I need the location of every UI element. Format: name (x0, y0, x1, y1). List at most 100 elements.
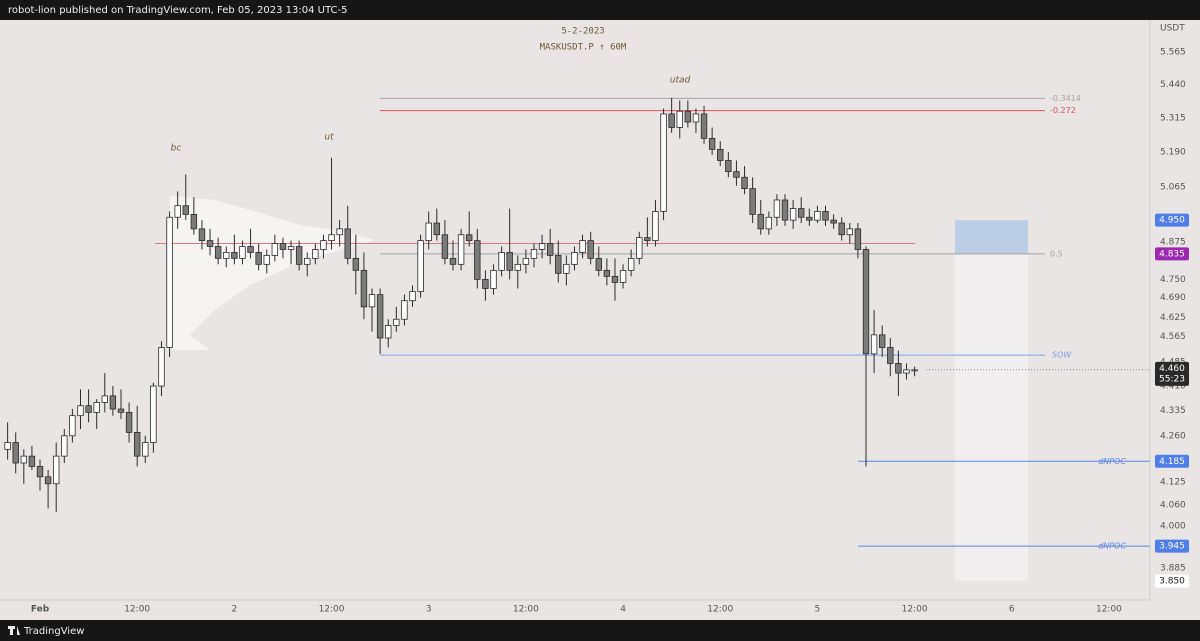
candle-body (320, 240, 327, 250)
level-label: -0.3414 (1050, 94, 1081, 103)
footer-text: TradingView (23, 626, 84, 637)
candle-body (490, 269, 497, 289)
x-tick-label: 3 (426, 605, 432, 615)
candle-body (368, 294, 376, 308)
x-tick-label: 12:00 (513, 605, 539, 615)
chart-title: 5-2-2023 (561, 27, 604, 37)
candle-body (125, 411, 133, 433)
candle-body (757, 213, 764, 230)
level-label: 0.5 (1050, 249, 1063, 258)
candle-body (781, 199, 789, 221)
candle-body (409, 291, 416, 302)
candle-body (765, 216, 773, 230)
price-badge-label: 4.185 (1159, 457, 1185, 467)
candle-body (417, 240, 424, 292)
candle-body (385, 325, 392, 339)
candle-body (61, 435, 68, 457)
candle-body (692, 113, 700, 123)
candle-body (522, 257, 530, 265)
volume-profile (170, 196, 375, 350)
candle-body (401, 300, 408, 320)
candle-body (182, 205, 189, 215)
zone (955, 253, 1028, 582)
candle-body (530, 249, 538, 259)
level-label: dNPOC (1098, 542, 1126, 551)
candle-body (814, 211, 821, 221)
candle-body (360, 269, 368, 308)
candle-body (12, 442, 19, 464)
y-tick-label: 4.060 (1160, 500, 1186, 510)
candle-body (870, 334, 878, 355)
candle-body (295, 246, 303, 265)
candle-body (53, 455, 60, 485)
y-tick-label: 4.125 (1160, 478, 1186, 488)
candle-body (150, 385, 157, 443)
candle-body (862, 249, 870, 355)
candle-body (563, 263, 570, 274)
candle-body (4, 442, 11, 450)
price-badge (1155, 247, 1189, 261)
y-tick-label: 5.315 (1160, 113, 1186, 123)
last-price-badge (1155, 361, 1189, 386)
x-tick-label: 2 (231, 605, 237, 615)
y-tick-label: 4.335 (1160, 406, 1186, 416)
chart-subtitle: MASKUSDT.P ↑ 60M (540, 43, 627, 53)
candle-body (133, 431, 141, 457)
candle-body (425, 222, 432, 242)
candle-body (717, 148, 724, 161)
x-tick-label: 12:00 (124, 605, 150, 615)
y-tick-label: 4.260 (1160, 431, 1186, 441)
candle-body (457, 234, 465, 265)
x-tick-label: 12:00 (707, 605, 733, 615)
annotation: ut (324, 133, 334, 143)
candle-body (878, 334, 886, 348)
y-tick-label: 4.875 (1160, 238, 1186, 248)
candle-body (903, 369, 910, 374)
candle-body (117, 408, 125, 413)
price-badge-label: 4.835 (1159, 249, 1185, 259)
candle-body (789, 208, 797, 221)
candle-body (449, 257, 457, 265)
y-tick-label: 5.565 (1160, 47, 1186, 57)
candle-body (247, 246, 254, 253)
x-tick-label: 12:00 (902, 605, 928, 615)
x-tick-label: 4 (620, 605, 626, 615)
candle-body (198, 228, 206, 242)
candle-body (846, 228, 854, 236)
annotation: utad (670, 76, 691, 86)
candle-body (20, 455, 28, 464)
candle-body (239, 246, 246, 259)
price-badge (1155, 454, 1189, 468)
publisher-text: robot-lion published on TradingView.com,… (8, 5, 347, 16)
candle-body (85, 405, 92, 413)
candle-body (830, 219, 837, 224)
candle-body (214, 246, 222, 259)
candle-body (854, 228, 862, 250)
candle-body (166, 216, 173, 348)
candle-body (708, 137, 716, 150)
y-tick-label: 5.440 (1160, 80, 1186, 90)
candle-body (465, 234, 473, 242)
candle-body (603, 269, 611, 277)
candle-body (255, 252, 262, 265)
candle-body (206, 240, 214, 247)
candle-body (571, 252, 578, 265)
y-tick-label: 4.750 (1160, 275, 1186, 285)
y-tick-label: 4.000 (1160, 522, 1186, 532)
currency-label: USDT (1160, 24, 1185, 34)
y-tick-label: 4.690 (1160, 293, 1186, 303)
price-badge-label: 4.950 (1159, 216, 1185, 226)
candle-body (287, 246, 295, 250)
candle-body (668, 113, 675, 128)
y-tick-label: 5.190 (1160, 148, 1186, 158)
candle-body (328, 234, 335, 242)
candle-body (158, 347, 165, 387)
y-tick-label: 3.885 (1160, 564, 1186, 574)
candle-body (474, 240, 481, 280)
candle-body (336, 228, 343, 236)
candle-body (498, 252, 505, 271)
candle-body (636, 237, 643, 259)
candle-body (741, 176, 748, 189)
candle-body (506, 252, 513, 271)
x-tick-label: 12:00 (319, 605, 345, 615)
